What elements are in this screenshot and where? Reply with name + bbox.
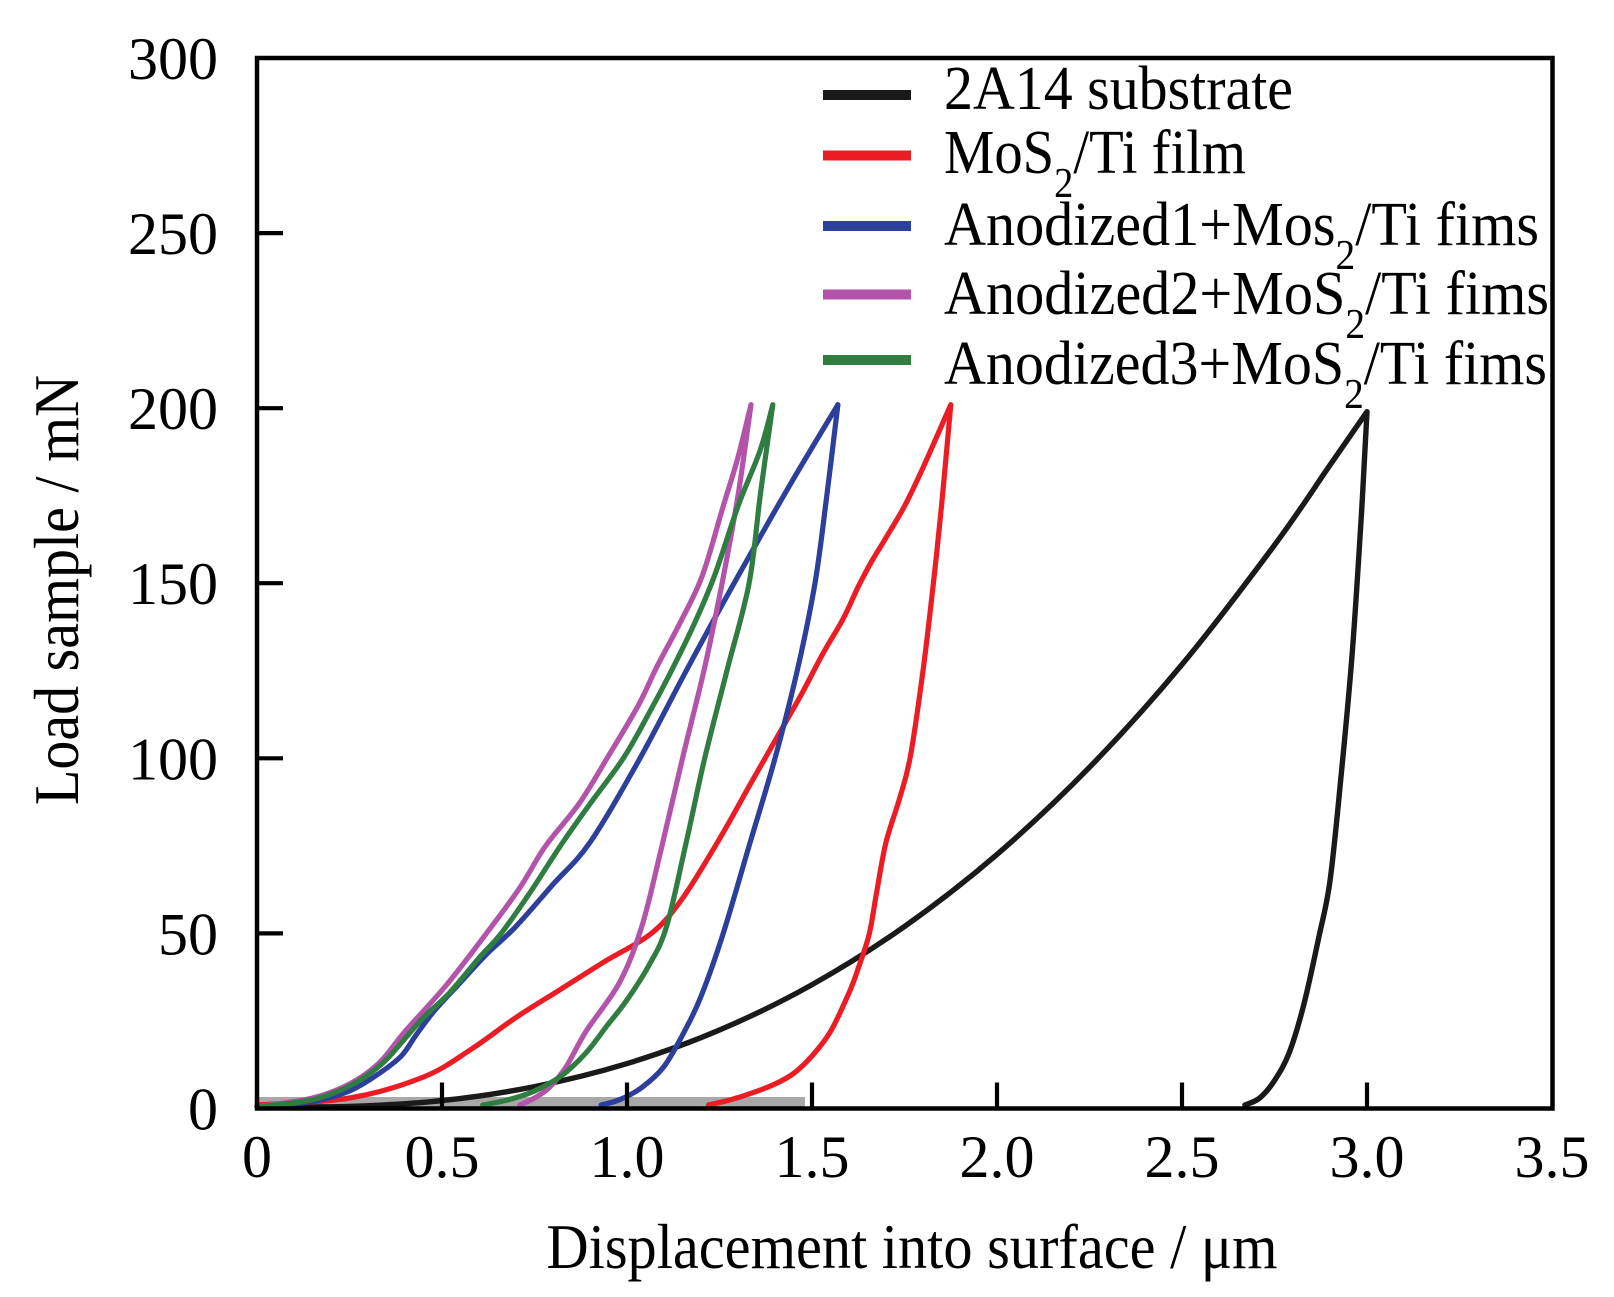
svg-text:250: 250 bbox=[128, 201, 218, 267]
svg-text:300: 300 bbox=[128, 26, 218, 92]
svg-text:Load sample / mN: Load sample / mN bbox=[21, 375, 92, 805]
svg-text:50: 50 bbox=[158, 901, 218, 967]
svg-text:2A14 substrate: 2A14 substrate bbox=[944, 55, 1293, 123]
svg-text:Displacement into surface / μm: Displacement into surface / μm bbox=[547, 1211, 1278, 1282]
svg-text:2.5: 2.5 bbox=[1145, 1124, 1220, 1190]
svg-text:2.0: 2.0 bbox=[960, 1124, 1035, 1190]
svg-text:3.5: 3.5 bbox=[1515, 1124, 1590, 1190]
svg-text:1.5: 1.5 bbox=[775, 1124, 850, 1190]
svg-text:1.0: 1.0 bbox=[590, 1124, 665, 1190]
svg-text:200: 200 bbox=[128, 376, 218, 442]
svg-text:0: 0 bbox=[188, 1077, 218, 1143]
svg-text:150: 150 bbox=[128, 551, 218, 617]
svg-text:0: 0 bbox=[242, 1124, 272, 1190]
svg-text:3.0: 3.0 bbox=[1330, 1124, 1405, 1190]
svg-text:100: 100 bbox=[128, 726, 218, 792]
svg-text:0.5: 0.5 bbox=[405, 1124, 480, 1190]
